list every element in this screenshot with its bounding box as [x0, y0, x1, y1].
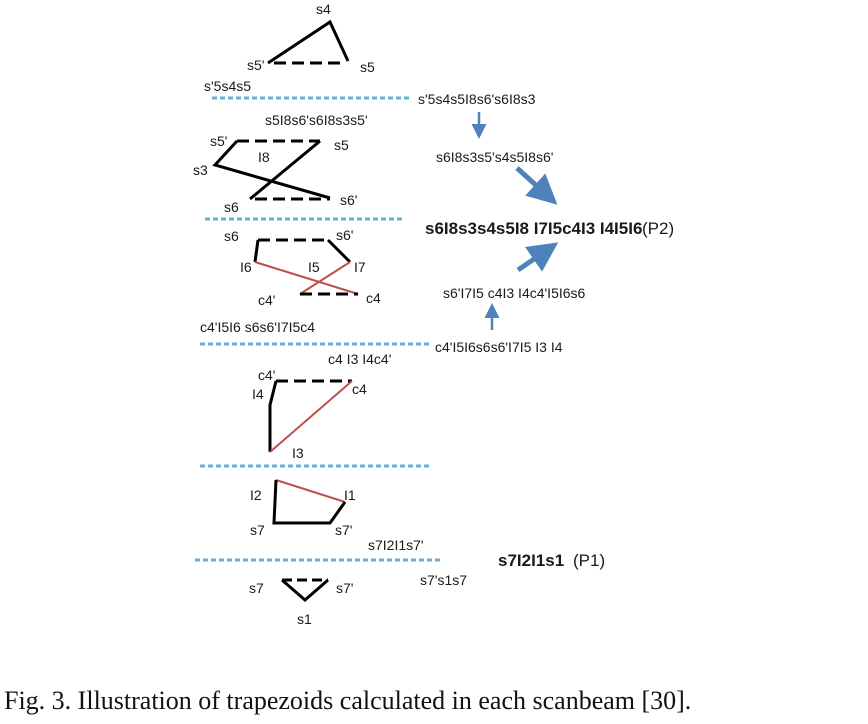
t3-label-c4p: c4': [258, 292, 275, 308]
scanline-3-left-label: c4'I5I6 s6s6'I7I5c4: [200, 319, 315, 335]
t2-label-s5: s5: [334, 137, 349, 153]
t1-label-s5p: s5': [247, 57, 264, 73]
t3-label-c4: c4: [366, 290, 381, 306]
trapezoid-1: [267, 19, 350, 65]
t4-label-c4p: c4': [258, 367, 275, 383]
t2-label-s3: s3: [193, 162, 208, 178]
figure-caption: Fig. 3. Illustration of trapezoids calcu…: [4, 686, 692, 715]
scanline-2-middle-label: s6I8s3s5's4s5I8s6': [436, 149, 553, 165]
t1-label-s5: s5: [360, 59, 375, 75]
trapezoid-6: [281, 578, 329, 602]
trapezoid-3: [253, 238, 359, 296]
t3-label-I6: I6: [240, 259, 252, 275]
t4-label-I4: I4: [252, 386, 264, 402]
scanline-5-below-label: s7's1s7: [420, 572, 467, 588]
result-p2: s6I8s3s4s5I8 I7I5c4I3 I4I5I6: [425, 219, 642, 238]
result-p1: s7I2I1s1: [498, 551, 564, 570]
scanline-1-below-label: s5I8s6's6I8s3s5': [265, 112, 368, 128]
t4-label-I3: I3: [292, 445, 304, 461]
scan-lines: [195, 96, 440, 562]
t6-label-s7: s7: [249, 580, 264, 596]
t4-label-c4: c4: [352, 381, 367, 397]
t2-label-s6p: s6': [340, 192, 357, 208]
t5-label-s7p: s7': [335, 522, 352, 538]
scanline-3-right-label: c4'I5I6s6s6'I7I5 I3 I4: [435, 339, 563, 355]
scanline-3-middle-label: s6'I7I5 c4I3 I4c4'I5I6s6: [443, 285, 586, 301]
result-p2-tag: (P2): [642, 219, 674, 238]
t2-label-s5p: s5': [210, 133, 227, 149]
arrow-large-up: [516, 242, 559, 273]
t2-label-s6: s6: [224, 199, 239, 215]
trapezoid-4: [268, 379, 353, 453]
t2-label-I8: I8: [258, 149, 270, 165]
scanline-1-right-label: s'5s4s5I8s6's6I8s3: [418, 91, 536, 107]
result-p1-tag: (P1): [573, 551, 605, 570]
arrows: [471, 112, 559, 330]
t3-label-s6p: s6': [336, 227, 353, 243]
t6-label-s1: s1: [297, 611, 312, 627]
trapezoid-2: [212, 139, 331, 201]
trapezoid-5: [272, 479, 347, 525]
t6-label-s7p: s7': [336, 580, 353, 596]
arrow-large-down: [515, 166, 558, 205]
t5-label-s7: s7: [250, 522, 265, 538]
scanline-5-label: s7I2I1s7': [368, 537, 424, 553]
t5-label-I2: I2: [250, 487, 262, 503]
scanline-3-below-label: c4 I3 I4c4': [328, 351, 391, 367]
t3-label-I7: I7: [354, 259, 366, 275]
t1-label-s4: s4: [316, 1, 331, 17]
t5-label-I1: I1: [344, 487, 356, 503]
t3-label-I5: I5: [308, 259, 320, 275]
scanline-1-left-label: s'5s4s5: [204, 78, 251, 94]
t3-label-s6: s6: [224, 228, 239, 244]
